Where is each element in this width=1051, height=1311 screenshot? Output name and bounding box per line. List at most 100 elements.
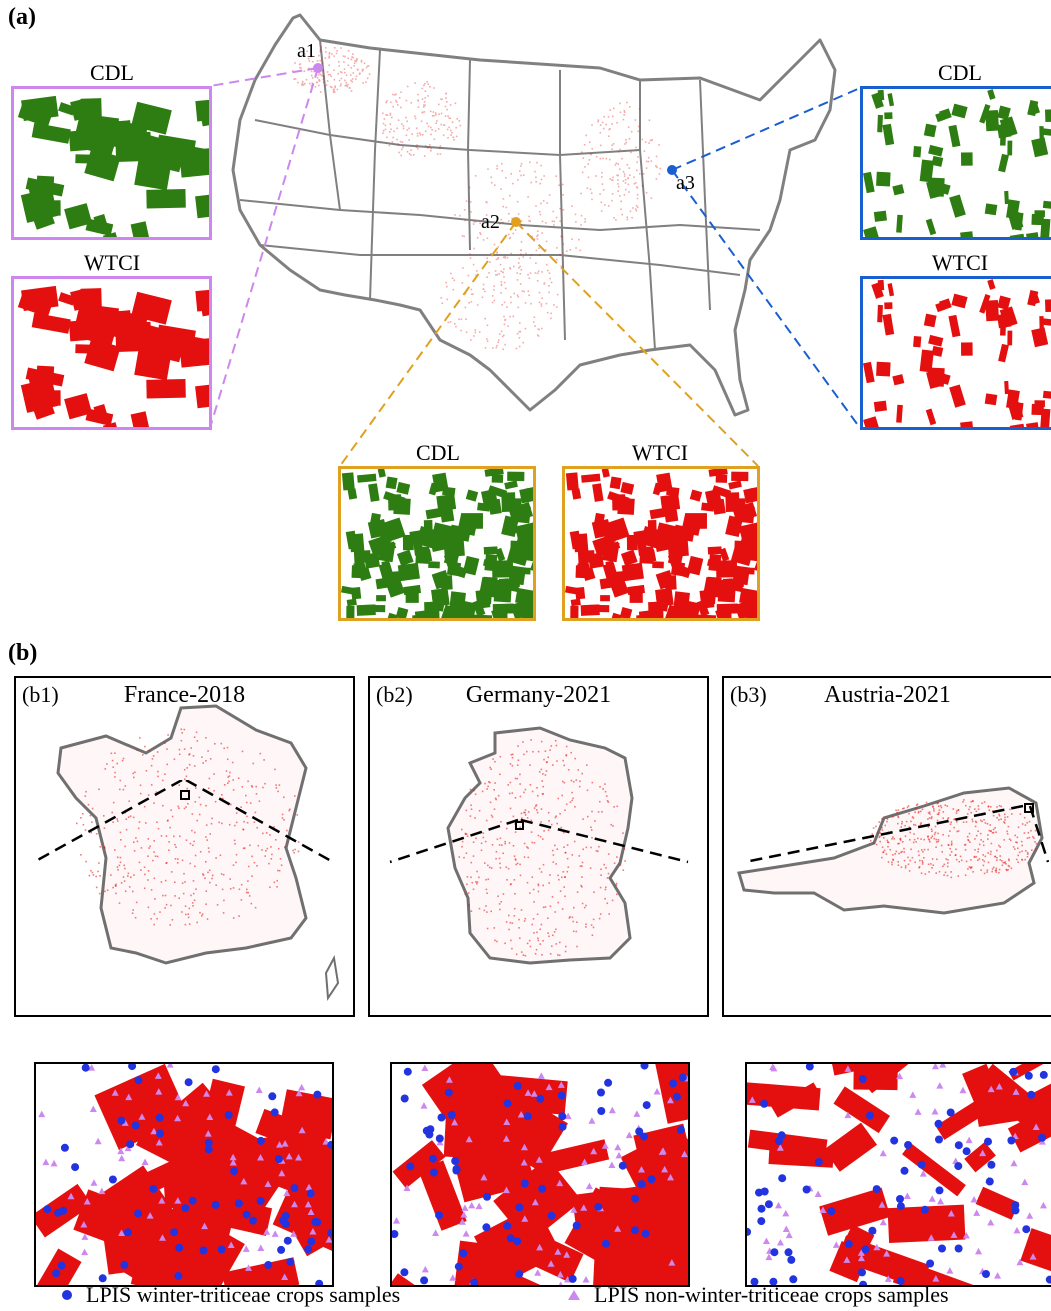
crop-pixel xyxy=(193,880,195,882)
non-winter-sample-marker xyxy=(932,1064,939,1069)
field-patch xyxy=(85,218,113,236)
crop-pixel xyxy=(189,908,191,910)
crop-pixel xyxy=(539,771,541,773)
crop-pixel xyxy=(179,749,181,751)
crop-pixel xyxy=(164,907,166,909)
crop-pixel xyxy=(553,211,555,213)
crop-pixel xyxy=(585,923,587,925)
field-patch xyxy=(705,586,717,605)
crop-pixel xyxy=(391,117,393,119)
crop-pixel xyxy=(580,885,582,887)
crop-pixel xyxy=(420,134,422,136)
crop-pixel xyxy=(519,170,521,172)
crop-pixel xyxy=(547,757,549,759)
winter-sample-marker xyxy=(264,1261,272,1269)
crop-pixel xyxy=(580,224,582,226)
non-winter-sample-marker xyxy=(615,1152,622,1159)
crop-pixel xyxy=(597,121,599,123)
crop-pixel xyxy=(478,877,480,879)
crop-pixel xyxy=(302,81,304,83)
crop-pixel xyxy=(486,276,488,278)
legend-winter-label: LPIS winter-triticeae crops samples xyxy=(86,1282,400,1308)
crop-pixel xyxy=(486,892,488,894)
crop-pixel xyxy=(538,885,540,887)
winter-sample-marker xyxy=(1022,1225,1030,1233)
crop-pixel xyxy=(445,97,447,99)
crop-pixel xyxy=(555,740,557,742)
winter-sample-marker xyxy=(438,1114,446,1122)
winter-sample-marker xyxy=(185,1078,193,1086)
non-winter-sample-marker xyxy=(95,1138,102,1145)
crop-pixel xyxy=(629,106,631,108)
crop-pixel xyxy=(188,917,190,919)
crop-pixel xyxy=(566,746,568,748)
crop-pixel xyxy=(217,904,219,906)
crop-pixel xyxy=(207,872,209,874)
winter-sample-marker xyxy=(482,1223,490,1231)
crop-pixel xyxy=(233,887,235,889)
crop-pixel xyxy=(506,306,508,308)
field-patch xyxy=(985,203,998,215)
winter-sample-marker xyxy=(862,1245,870,1253)
crop-pixel xyxy=(269,886,271,888)
crop-pixel xyxy=(506,921,508,923)
crop-pixel xyxy=(621,214,623,216)
crop-pixel xyxy=(390,123,392,125)
crop-pixel xyxy=(356,59,358,61)
field-patch xyxy=(1026,232,1040,237)
crop-pixel xyxy=(321,75,323,77)
winter-sample-marker xyxy=(425,1131,433,1139)
crop-pixel xyxy=(334,91,336,93)
crop-pixel xyxy=(517,333,519,335)
crop-pixel xyxy=(352,53,354,55)
crop-pixel xyxy=(418,106,420,108)
crop-pixel xyxy=(135,917,137,919)
crop-pixel xyxy=(500,219,502,221)
crop-pixel xyxy=(340,83,342,85)
crop-pixel xyxy=(523,291,525,293)
crop-pixel xyxy=(555,929,557,931)
field-patch xyxy=(581,604,600,615)
crop-pixel xyxy=(558,879,560,881)
crop-pixel xyxy=(151,765,153,767)
crop-pixel xyxy=(473,223,475,225)
crop-pixel xyxy=(606,158,608,160)
field-patch xyxy=(708,554,721,571)
field-patch xyxy=(131,221,151,237)
crop-pixel xyxy=(464,220,466,222)
winter-sample-marker xyxy=(304,1245,312,1253)
crop-pixel xyxy=(527,196,529,198)
crop-pixel xyxy=(600,158,602,160)
crop-pixel xyxy=(593,919,595,921)
crop-pixel xyxy=(344,80,346,82)
field-patch xyxy=(882,314,894,336)
crop-pixel xyxy=(511,754,513,756)
a1-wtci-inset xyxy=(11,276,212,430)
crop-pixel xyxy=(223,900,225,902)
crop-pixel xyxy=(111,753,113,755)
crop-pixel xyxy=(516,348,518,350)
non-winter-sample-marker xyxy=(256,1086,263,1093)
field-patch xyxy=(113,311,148,341)
crop-pixel xyxy=(648,161,650,163)
crop-pixel xyxy=(509,267,511,269)
crop-pixel xyxy=(341,78,343,80)
crop-pixel xyxy=(454,214,456,216)
winter-sample-marker xyxy=(117,1117,125,1125)
crop-pixel xyxy=(400,107,402,109)
crop-pixel xyxy=(295,78,297,80)
crop-pixel xyxy=(546,202,548,204)
crop-pixel xyxy=(635,147,637,149)
crop-pixel xyxy=(528,216,530,218)
crop-pixel xyxy=(498,257,500,259)
crop-pixel xyxy=(624,173,626,175)
crop-pixel xyxy=(588,177,590,179)
crop-pixel xyxy=(323,70,325,72)
crop-pixel xyxy=(561,877,563,879)
crop-pixel xyxy=(573,921,575,923)
crop-pixel xyxy=(548,882,550,884)
crop-pixel xyxy=(416,144,418,146)
non-winter-sample-marker xyxy=(783,1226,790,1233)
crop-pixel xyxy=(541,305,543,307)
crop-pixel xyxy=(362,69,364,71)
